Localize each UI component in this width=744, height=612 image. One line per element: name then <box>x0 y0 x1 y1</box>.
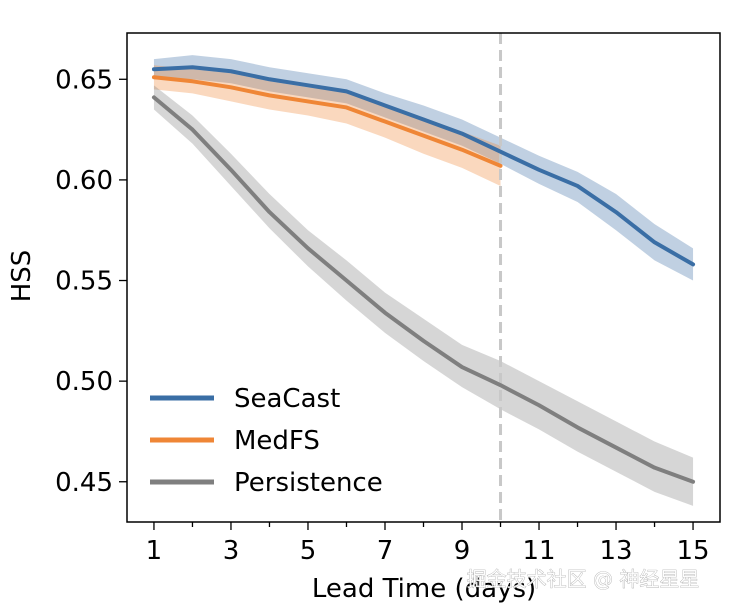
x-tick-label: 7 <box>377 536 394 566</box>
y-axis-label: HSS <box>7 250 37 303</box>
legend-label-medfs: MedFS <box>234 426 320 456</box>
y-axis-ticks: 0.45 0.50 0.55 0.60 0.65 <box>55 65 127 498</box>
series-lines <box>151 65 696 484</box>
y-tick-label: 0.45 <box>55 468 113 498</box>
seacast-confidence-band <box>153 55 694 281</box>
y-tick-label: 0.65 <box>55 65 113 95</box>
x-tick-label: 11 <box>522 536 555 566</box>
x-tick-label: 9 <box>454 536 471 566</box>
confidence-bands <box>153 55 694 506</box>
legend-label-persistence: Persistence <box>234 468 383 498</box>
x-tick-label: 5 <box>300 536 317 566</box>
x-axis-label: Lead Time (days) <box>312 574 536 604</box>
x-tick-label: 3 <box>223 536 240 566</box>
persistence-confidence-band <box>153 85 694 506</box>
persistence-line <box>151 95 696 484</box>
medfs-confidence-band <box>153 65 501 186</box>
legend: SeaCast MedFS Persistence <box>150 384 383 498</box>
y-tick-label: 0.50 <box>55 367 113 397</box>
x-tick-label: 1 <box>146 536 163 566</box>
x-tick-label: 15 <box>676 536 709 566</box>
x-tick-label: 13 <box>599 536 632 566</box>
legend-label-seacast: SeaCast <box>234 384 340 414</box>
medfs-line <box>151 75 503 168</box>
y-tick-label: 0.60 <box>55 166 113 196</box>
y-tick-label: 0.55 <box>55 267 113 297</box>
watermark-text: 掘金技术社区 @ 神经星星 <box>467 567 700 591</box>
seacast-line <box>151 65 696 267</box>
x-axis-ticks: 1 3 5 7 9 11 13 15 <box>146 522 710 566</box>
